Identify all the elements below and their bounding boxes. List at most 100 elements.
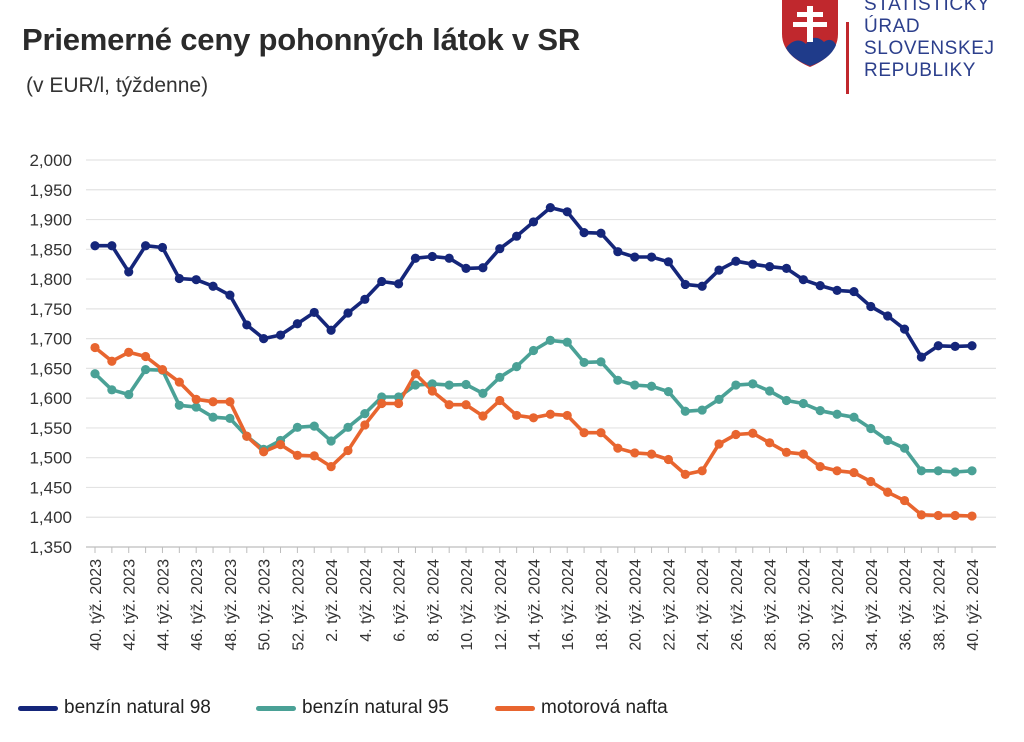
data-point-natural-98 — [815, 281, 825, 291]
data-point-natural-98 — [461, 263, 471, 273]
legend-label-diesel: motorová nafta — [541, 697, 668, 718]
data-point-diesel — [90, 342, 100, 353]
data-point-natural-95 — [596, 357, 606, 367]
x-tick-label: 10. týž. 2024 — [459, 559, 476, 651]
x-tick-label: 8. týž. 2024 — [425, 559, 442, 642]
legend-label-natural-98: benzín natural 98 — [64, 697, 211, 718]
data-point-natural-95 — [866, 423, 876, 434]
logo-line-3: SLOVENSKEJ — [864, 38, 995, 59]
x-tick-label: 40. týž. 2024 — [965, 559, 982, 651]
logo-line-1: ŠTATISTICKÝ — [864, 0, 991, 15]
data-point-diesel — [377, 398, 387, 409]
data-point-diesel — [630, 448, 640, 458]
data-point-diesel — [444, 400, 454, 410]
logo-divider — [846, 22, 849, 94]
data-point-natural-95 — [174, 400, 184, 410]
y-tick-label: 1,850 — [29, 240, 72, 259]
data-point-natural-95 — [562, 337, 572, 347]
data-point-natural-95 — [528, 345, 539, 356]
data-point-natural-98 — [714, 265, 724, 275]
x-tick-label: 24. týž. 2024 — [695, 559, 712, 651]
data-point-natural-98 — [360, 294, 370, 304]
data-point-natural-95 — [461, 379, 471, 390]
data-point-natural-98 — [377, 276, 387, 287]
data-point-natural-98 — [343, 308, 353, 318]
x-tick-label: 2. týž. 2024 — [324, 559, 341, 642]
logo-line-4: REPUBLIKY — [864, 60, 977, 81]
data-point-diesel — [916, 510, 927, 520]
data-point-natural-98 — [225, 290, 235, 300]
data-point-natural-98 — [883, 311, 893, 321]
data-point-natural-95 — [225, 413, 235, 423]
y-tick-label: 1,950 — [29, 181, 72, 200]
data-point-diesel — [967, 511, 977, 521]
data-point-diesel — [107, 356, 117, 366]
data-point-natural-95 — [798, 398, 808, 409]
data-point-natural-98 — [495, 244, 505, 254]
line-chart: 2,000 1,950 1,900 1,850 1,800 1,750 1,700 1,650… — [29, 151, 996, 651]
data-point-natural-98 — [208, 281, 218, 291]
chart-gridlines — [86, 159, 996, 548]
data-point-diesel — [343, 445, 353, 456]
legend-item-diesel: motorová nafta — [495, 697, 668, 719]
data-point-natural-98 — [798, 275, 808, 285]
data-point-diesel — [208, 397, 218, 407]
data-point-diesel — [849, 467, 859, 478]
legend-item-natural-95: benzín natural 95 — [256, 697, 449, 719]
data-point-natural-98 — [292, 319, 302, 329]
data-point-natural-98 — [646, 252, 657, 262]
x-tick-label: 48. týž. 2023 — [223, 559, 240, 651]
y-tick-label: 1,450 — [29, 478, 72, 497]
x-tick-label: 46. týž. 2023 — [189, 559, 206, 651]
x-tick-label: 6. týž. 2024 — [392, 559, 409, 642]
data-point-natural-98 — [680, 279, 690, 290]
data-point-diesel — [512, 410, 522, 421]
x-tick-label: 52. týž. 2023 — [290, 559, 307, 651]
data-point-natural-98 — [259, 334, 269, 344]
data-point-diesel — [275, 439, 286, 450]
y-axis: 2,000 1,950 1,900 1,850 1,800 1,750 1,700 1,650… — [29, 151, 72, 557]
x-tick-label: 26. týž. 2024 — [729, 559, 746, 651]
data-point-diesel — [680, 469, 690, 479]
legend-label-natural-95: benzín natural 95 — [302, 697, 449, 718]
data-point-natural-95 — [410, 380, 421, 390]
data-point-diesel — [950, 510, 960, 521]
chart-title: Priemerné ceny pohonných látok v SR — [22, 22, 581, 57]
series-line-natural-95 — [93, 338, 974, 474]
data-point-natural-95 — [899, 443, 910, 453]
data-point-diesel — [798, 449, 808, 459]
data-point-diesel — [646, 449, 657, 459]
data-point-diesel — [393, 398, 404, 409]
data-point-diesel — [883, 487, 893, 497]
data-point-natural-95 — [613, 375, 623, 385]
data-point-natural-98 — [275, 330, 286, 340]
legend-item-natural-98: benzín natural 98 — [18, 697, 211, 719]
x-axis: 40. týž. 2023 42. týž. 2023 44. týž. 2023 4… — [88, 547, 982, 651]
data-point-natural-95 — [646, 381, 657, 391]
x-tick-label: 28. týž. 2024 — [763, 559, 780, 651]
y-tick-label: 1,400 — [29, 508, 72, 527]
data-point-diesel — [528, 413, 539, 423]
data-point-natural-95 — [545, 335, 555, 346]
data-point-natural-95 — [748, 379, 758, 389]
data-point-natural-98 — [613, 247, 623, 257]
data-point-natural-98 — [90, 241, 100, 251]
data-point-natural-95 — [781, 395, 792, 406]
data-point-natural-98 — [478, 263, 488, 273]
data-point-natural-95 — [731, 380, 741, 390]
data-point-natural-98 — [781, 263, 792, 273]
data-point-natural-95 — [444, 380, 454, 390]
data-point-natural-98 — [157, 242, 168, 253]
data-point-natural-95 — [377, 392, 387, 402]
chart-legend: benzín natural 98 benzín natural 95 moto… — [0, 697, 1024, 727]
data-point-diesel — [562, 410, 572, 421]
x-tick-label: 22. týž. 2024 — [661, 559, 678, 651]
data-point-natural-98 — [899, 324, 910, 334]
data-point-diesel — [259, 447, 269, 457]
data-point-diesel — [781, 447, 792, 457]
data-point-natural-98 — [596, 228, 606, 238]
y-tick-label: 1,900 — [29, 211, 72, 230]
data-point-natural-98 — [427, 251, 437, 262]
data-point-natural-95 — [663, 387, 674, 397]
data-point-diesel — [832, 466, 842, 476]
